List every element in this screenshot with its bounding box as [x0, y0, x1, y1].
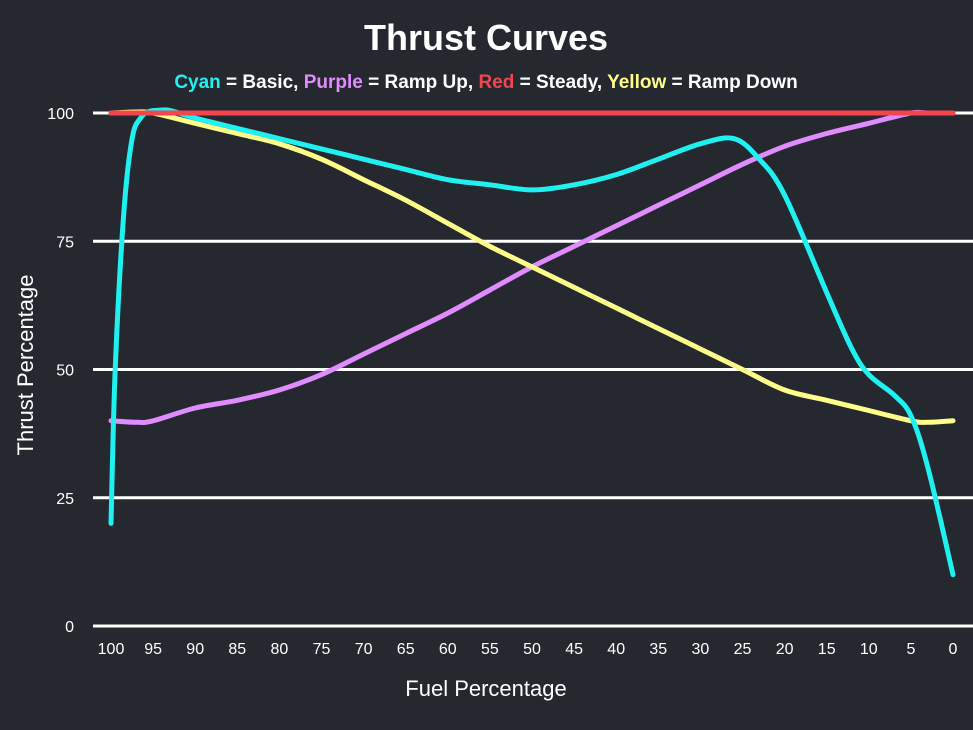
y-tick-label: 25 [56, 491, 74, 508]
y-axis-label: Thrust Percentage [13, 275, 38, 456]
x-tick-label: 55 [481, 641, 499, 658]
x-tick-label: 60 [439, 641, 457, 658]
x-tick-label: 80 [271, 641, 289, 658]
x-tick-label: 15 [818, 641, 836, 658]
series-lines [108, 107, 956, 578]
x-tick-label: 30 [692, 641, 710, 658]
legend-red-name: Red [478, 72, 514, 93]
x-tick-label: 35 [649, 641, 667, 658]
x-tick-label: 100 [98, 641, 125, 658]
legend-purple-name: Purple [304, 72, 363, 93]
legend-red-desc: = Steady, [514, 72, 607, 93]
x-tick-label: 90 [186, 641, 204, 658]
x-tick-label: 10 [860, 641, 878, 658]
legend-yellow-name: Yellow [607, 72, 666, 93]
x-tick-label: 95 [144, 641, 162, 658]
x-tick-label: 45 [565, 641, 583, 658]
chart-legend: Cyan = Basic, Purple = Ramp Up, Red = St… [174, 72, 797, 93]
chart-title: Thrust Curves [364, 17, 608, 58]
y-tick-label: 0 [65, 619, 74, 636]
x-axis-label: Fuel Percentage [405, 676, 566, 701]
legend-purple-desc: = Ramp Up, [363, 72, 479, 93]
series-line-basic [108, 107, 956, 578]
y-tick-label: 50 [56, 363, 74, 380]
y-tick-label: 75 [56, 234, 74, 251]
legend-yellow-desc: = Ramp Down [666, 72, 797, 93]
legend-cyan-desc: = Basic, [221, 72, 304, 93]
x-tick-label: 25 [734, 641, 752, 658]
legend-cyan-name: Cyan [174, 72, 220, 93]
x-tick-label: 85 [228, 641, 246, 658]
x-tick-label: 75 [313, 641, 331, 658]
series-line-ramp-down [108, 109, 956, 425]
x-tick-label: 20 [776, 641, 794, 658]
x-tick-label: 70 [355, 641, 373, 658]
y-axis-ticks: 0 25 50 75 100 [47, 106, 74, 636]
x-tick-label: 40 [607, 641, 625, 658]
y-tick-label: 100 [47, 106, 74, 123]
x-tick-label: 5 [906, 641, 915, 658]
x-axis-ticks: 100 95 90 85 80 75 70 65 60 55 50 45 40 35 30 25 20 15 10 5… [98, 641, 958, 658]
x-tick-label: 50 [523, 641, 541, 658]
x-tick-label: 0 [949, 641, 958, 658]
x-tick-label: 65 [397, 641, 415, 658]
